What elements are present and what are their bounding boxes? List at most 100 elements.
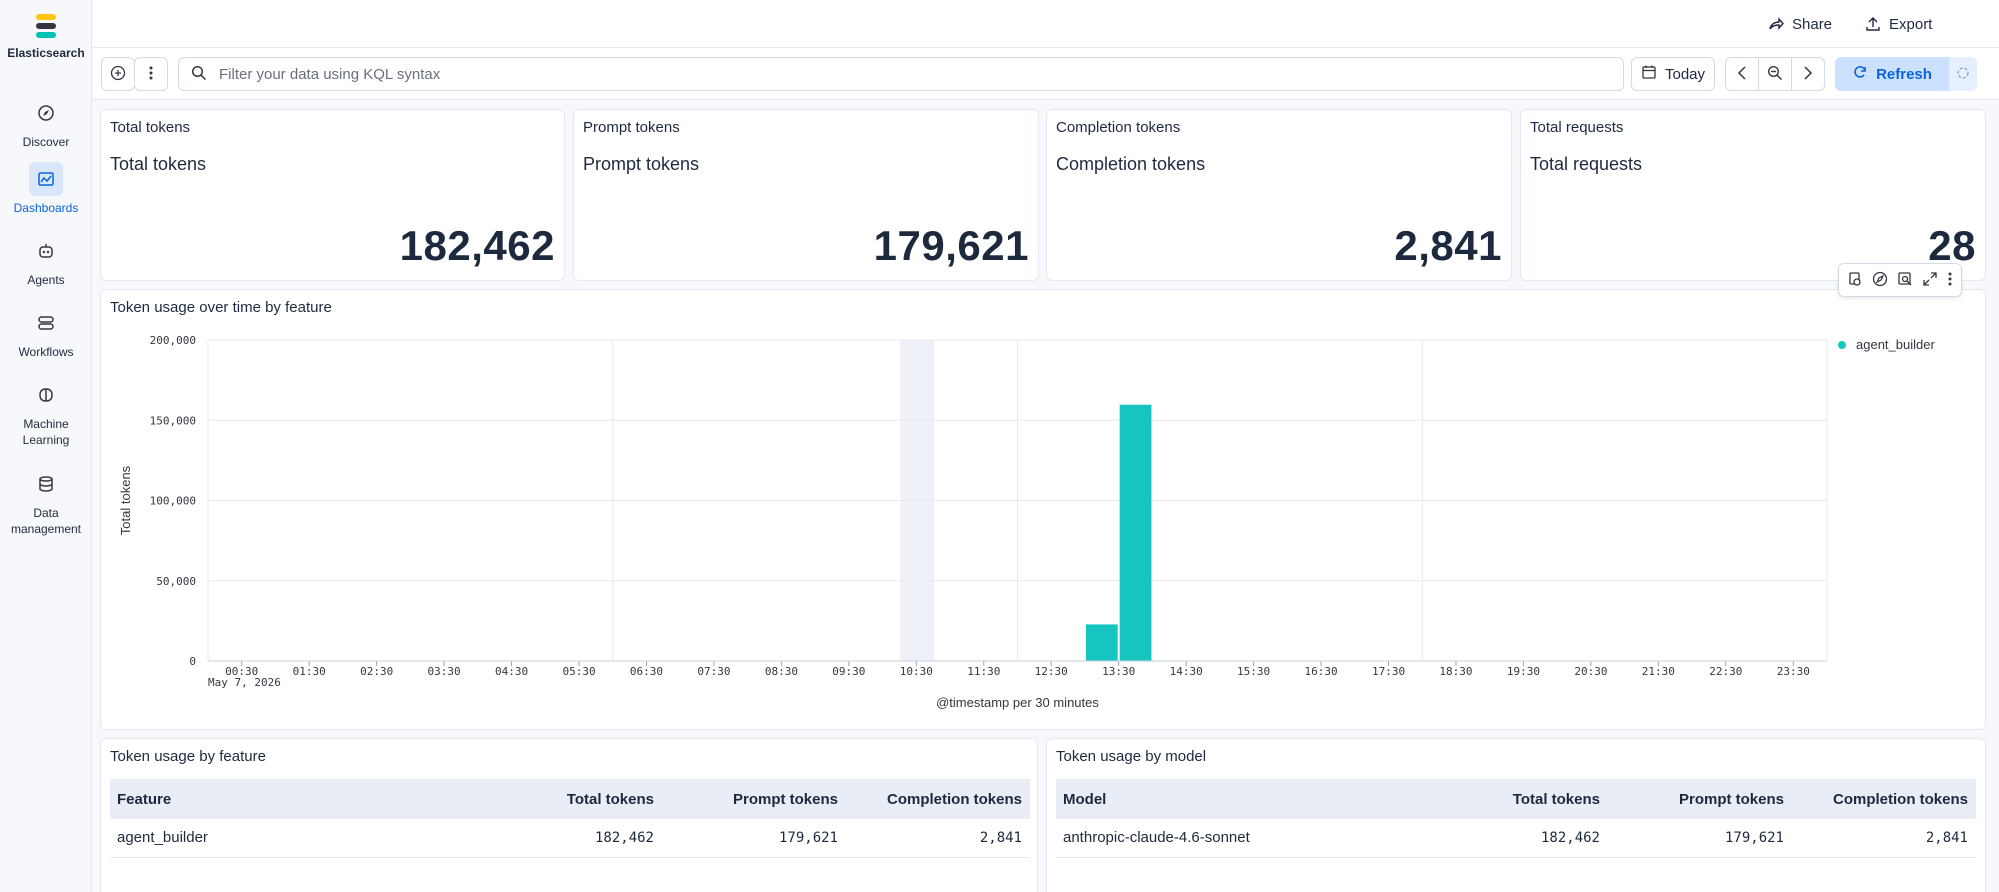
robot-icon [29, 234, 63, 268]
table-header-row: Feature Total tokens Prompt tokens Compl… [110, 779, 1030, 819]
chevron-right-icon [1803, 65, 1813, 84]
nav-label: Data management [10, 506, 82, 536]
metric-value: 182,462 [399, 222, 555, 269]
table-row: anthropic-claude-4.6-sonnet 182,462 179,… [1056, 819, 1976, 858]
export-label: Export [1889, 15, 1933, 33]
side-navigation: Elasticsearch Discover Dashboards Agents… [0, 0, 92, 892]
nav-item-workflows[interactable]: Workflows [0, 306, 92, 360]
brain-icon [29, 378, 63, 412]
column-header-total-tokens[interactable]: Total tokens [1424, 779, 1608, 819]
column-header-completion-tokens[interactable]: Completion tokens [1792, 779, 1976, 819]
zoom-out-icon [1767, 65, 1783, 84]
top-header: Share Export [93, 0, 1999, 48]
table-cell: 182,462 [478, 819, 662, 858]
table-header-row: Model Total tokens Prompt tokens Complet… [1056, 779, 1976, 819]
nav-item-dashboards[interactable]: Dashboards [0, 162, 92, 216]
metric-label: Total requests [1530, 154, 1643, 174]
share-button[interactable]: Share [1768, 12, 1832, 36]
metric-panel-total-tokens[interactable]: Total tokens Total tokens 182,462 [100, 109, 565, 281]
nav-label: Discover [22, 135, 70, 149]
maximize-icon[interactable] [1922, 271, 1938, 290]
nav-item-data-management[interactable]: Data management [0, 467, 92, 537]
table-cell: 179,621 [662, 819, 846, 858]
metric-panel-prompt-tokens[interactable]: Prompt tokens Prompt tokens 179,621 [573, 109, 1039, 281]
dashboard-icon [29, 162, 63, 196]
metric-panel-completion-tokens[interactable]: Completion tokens Completion tokens 2,84… [1046, 109, 1512, 281]
compass-icon [29, 96, 63, 130]
model-table: Model Total tokens Prompt tokens Complet… [1056, 779, 1976, 858]
panel-title: Token usage by feature [110, 748, 266, 765]
more-vertical-icon [148, 65, 154, 84]
panel-title: Completion tokens [1056, 119, 1181, 136]
table-cell: 2,841 [1792, 819, 1976, 858]
panel-title: Total requests [1530, 119, 1624, 136]
app-name: Elasticsearch [7, 46, 85, 60]
column-header-prompt-tokens[interactable]: Prompt tokens [662, 779, 846, 819]
panel-title: Prompt tokens [583, 119, 680, 136]
next-time-button[interactable] [1791, 57, 1825, 91]
sync-icon [1955, 65, 1971, 84]
refresh-icon [1852, 64, 1868, 84]
column-header-prompt-tokens[interactable]: Prompt tokens [1608, 779, 1792, 819]
table-panel-by-feature[interactable]: Token usage by feature Feature Total tok… [100, 738, 1038, 892]
export-button[interactable]: Export [1865, 12, 1932, 36]
table-cell: anthropic-claude-4.6-sonnet [1056, 819, 1424, 858]
calendar-icon [1641, 64, 1657, 84]
metric-panel-total-requests[interactable]: Total requests Total requests 28 [1520, 109, 1986, 281]
add-filter-button[interactable] [101, 57, 135, 91]
background-sync-button[interactable] [1949, 57, 1977, 91]
legend-label: agent_builder [1856, 337, 1935, 352]
more-vertical-icon[interactable] [1947, 271, 1953, 290]
column-header-feature[interactable]: Feature [110, 779, 478, 819]
inspect-icon[interactable] [1847, 271, 1863, 290]
nav-item-discover[interactable]: Discover [0, 96, 92, 150]
panel-title: Token usage over time by feature [110, 299, 332, 316]
workflow-icon [29, 306, 63, 340]
nav-label: Workflows [18, 345, 74, 359]
database-icon [29, 467, 63, 501]
elasticsearch-logo[interactable]: Elasticsearch [0, 14, 92, 60]
table-row: agent_builder 182,462 179,621 2,841 [110, 819, 1030, 858]
nav-item-agents[interactable]: Agents [0, 234, 92, 288]
table-cell: 182,462 [1424, 819, 1608, 858]
kql-search-field[interactable] [178, 57, 1624, 91]
date-picker-button[interactable]: Today [1631, 57, 1715, 91]
refresh-button[interactable]: Refresh [1835, 57, 1949, 91]
nav-label: Machine Learning [22, 417, 70, 447]
metric-value: 28 [1928, 222, 1976, 269]
search-icon [191, 65, 207, 84]
share-icon [1768, 16, 1784, 32]
table-cell: 179,621 [1608, 819, 1792, 858]
refresh-label: Refresh [1876, 65, 1932, 83]
panel-title: Total tokens [110, 119, 191, 136]
column-header-total-tokens[interactable]: Total tokens [478, 779, 662, 819]
chevron-left-icon [1737, 65, 1747, 84]
column-header-model[interactable]: Model [1056, 779, 1424, 819]
nav-label: Dashboards [13, 201, 79, 215]
plus-circle-icon [110, 65, 126, 84]
nav-item-machine-learning[interactable]: Machine Learning [0, 378, 92, 448]
query-menu-button[interactable] [134, 57, 168, 91]
metric-label: Prompt tokens [583, 154, 700, 174]
metric-label: Total tokens [110, 154, 207, 174]
table-panel-by-model[interactable]: Token usage by model Model Total tokens … [1046, 738, 1986, 892]
metric-value: 179,621 [873, 222, 1029, 269]
table-cell: 2,841 [846, 819, 1030, 858]
share-label: Share [1792, 15, 1833, 33]
elastic-logo-icon [36, 14, 56, 38]
table-cell: agent_builder [110, 819, 478, 858]
chart-legend[interactable]: agent_builder [1838, 337, 1935, 352]
search-document-icon[interactable] [1897, 271, 1913, 290]
feature-table: Feature Total tokens Prompt tokens Compl… [110, 779, 1030, 858]
metric-value: 2,841 [1394, 222, 1502, 269]
column-header-completion-tokens[interactable]: Completion tokens [846, 779, 1030, 819]
previous-time-button[interactable] [1725, 57, 1759, 91]
zoom-out-button[interactable] [1758, 57, 1792, 91]
query-bar: Today Refresh [93, 48, 1999, 100]
chart-panel[interactable]: Token usage over time by feature [100, 289, 1986, 730]
nav-label: Agents [27, 273, 65, 287]
upload-icon [1865, 16, 1881, 32]
search-input[interactable] [219, 65, 1519, 83]
explore-icon[interactable] [1872, 271, 1888, 290]
panel-actions-toolbar [1838, 263, 1962, 297]
